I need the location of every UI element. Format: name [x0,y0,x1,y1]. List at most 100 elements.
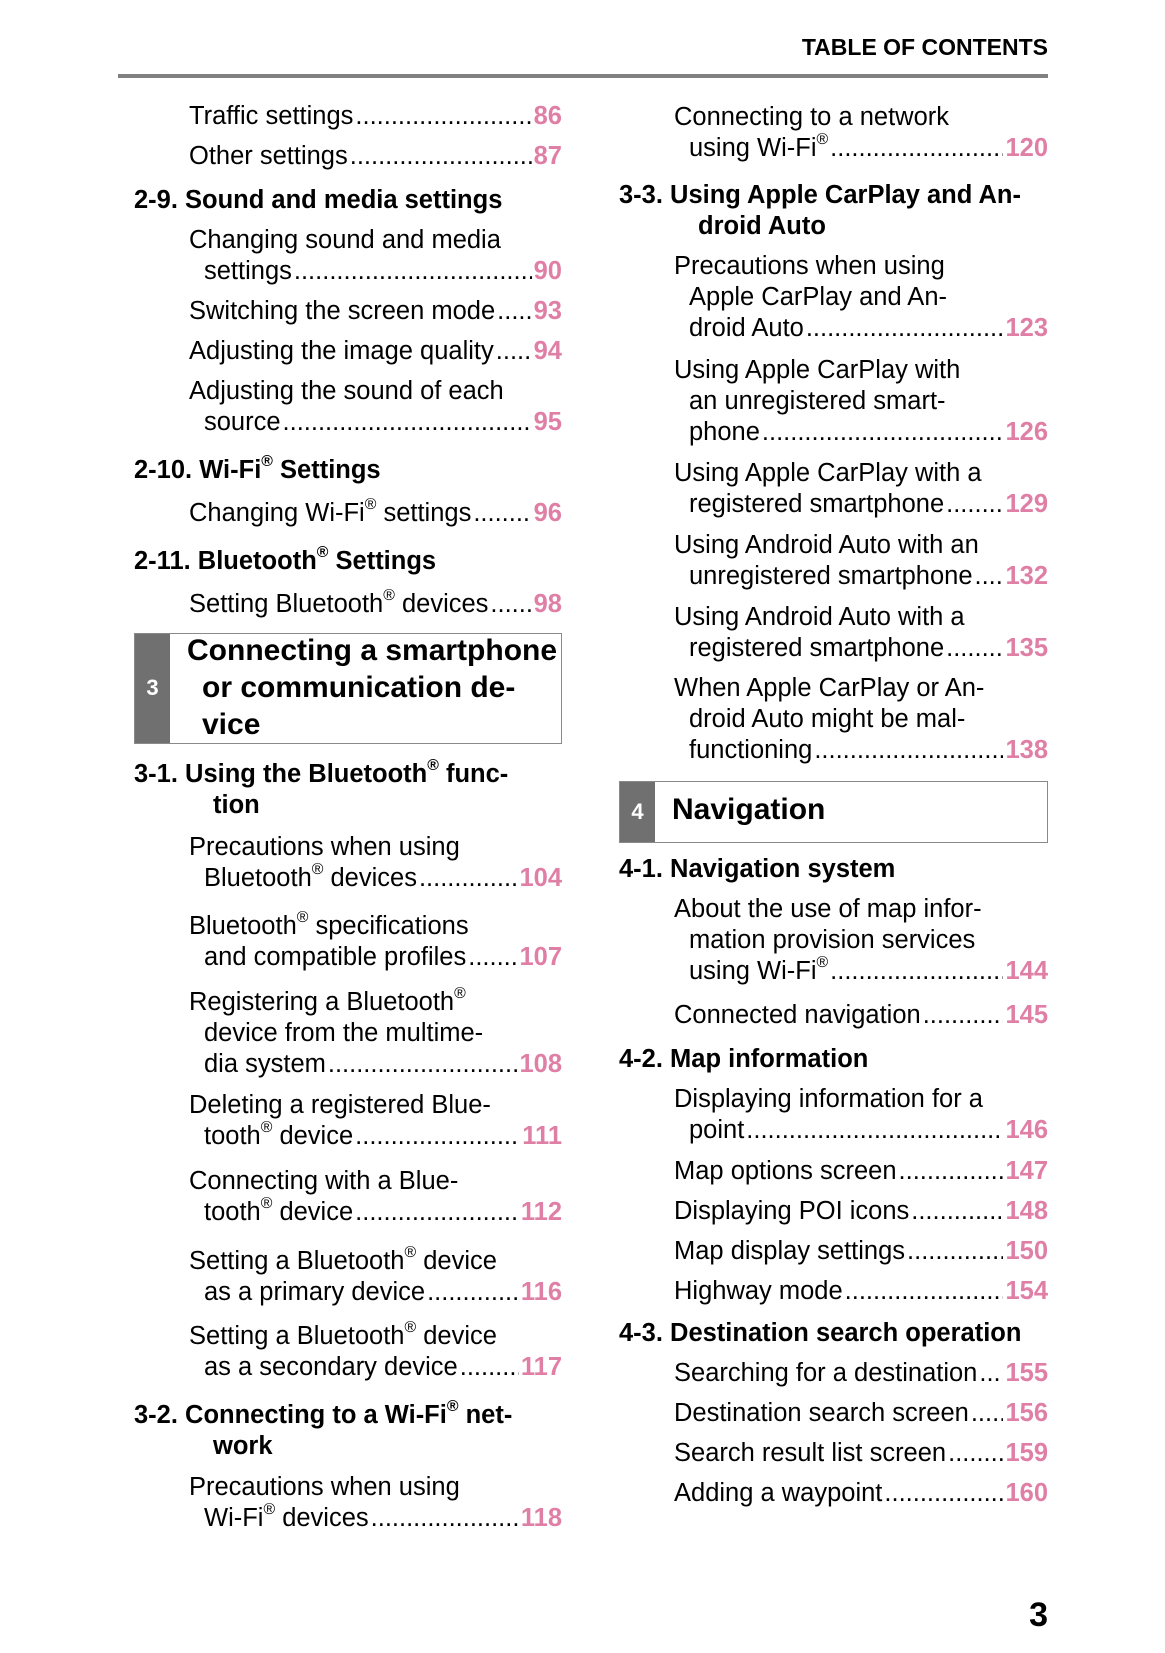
dot-leader [350,141,532,172]
toc-entry[interactable]: Search result list screen 159 [674,1438,1048,1469]
page-link[interactable]: 94 [533,336,562,365]
page-link[interactable]: 148 [1005,1196,1048,1225]
page-link[interactable]: 96 [533,499,562,528]
toc-entry[interactable]: Precautions when using Bluetooth® devices… [189,832,562,894]
dot-leader [884,1478,1003,1509]
toc-entry[interactable]: Using Android Auto with an unregistered s… [674,530,1048,592]
page-link[interactable]: 111 [522,1122,562,1151]
page-link[interactable]: 112 [520,1198,562,1227]
entry-text: registered smartphone [689,633,945,662]
toc-heading: 2-10. Wi-Fi® Settings [134,453,562,486]
section-box-4[interactable]: 4 Navigation [619,780,1048,843]
page-link[interactable]: 146 [1005,1115,1048,1144]
dot-leader [979,1358,1003,1389]
page-link[interactable]: 116 [520,1278,562,1307]
page-link[interactable]: 150 [1005,1236,1048,1265]
page-link[interactable]: 104 [519,863,562,892]
page-link[interactable]: 138 [1005,736,1048,765]
entry-text: Map display settings [674,1236,906,1265]
page-link[interactable]: 108 [519,1049,562,1078]
entry-text: Setting Bluetooth® devices [189,587,489,618]
page-link[interactable]: 132 [1005,561,1048,590]
dot-leader [473,498,531,529]
toc-entry[interactable]: Using Apple CarPlay with an unregistered … [674,355,1048,448]
dot-leader [923,1000,1004,1031]
section-number-tab: 3 [135,634,170,743]
toc-entry[interactable]: Searching for a destination 155 [674,1358,1048,1389]
toc-entry[interactable]: Changing Wi-Fi® settings 96 [189,497,562,529]
page-link[interactable]: 120 [1005,133,1048,162]
toc-entry[interactable]: Using Apple CarPlay with a registered sma… [674,458,1048,520]
page-link[interactable]: 87 [533,141,562,170]
entry-text: 2-10. Wi-Fi® Settings [134,453,381,485]
page-link[interactable]: 126 [1005,417,1048,446]
entry-text: mation provision services [689,925,976,954]
entry-text: 2-9. Sound and media settings [134,185,503,214]
page-link[interactable]: 90 [533,257,562,286]
toc-entry[interactable]: Displaying POI icons 148 [674,1196,1048,1227]
page-link[interactable]: 93 [533,296,562,325]
entry-text: Wi-Fi® devices [204,1501,369,1533]
page-link[interactable]: 118 [520,1504,562,1533]
toc-entry[interactable]: Map display settings 150 [674,1236,1048,1267]
entry-text: Using Apple CarPlay with a [674,459,982,488]
entry-text: registered smartphone [689,490,945,519]
entry-text: tooth® device [204,1195,354,1227]
page-link[interactable]: 135 [1005,633,1048,662]
toc-entry[interactable]: Traffic settings 86 [189,101,562,132]
toc-entry[interactable]: Adding a waypoint 160 [674,1478,1048,1509]
page-link[interactable]: 159 [1005,1439,1048,1468]
dot-leader [762,417,1004,448]
toc-entry[interactable]: Setting a Bluetooth® device as a secondar… [189,1320,562,1383]
page-link[interactable]: 147 [1005,1156,1048,1185]
page-link[interactable]: 117 [520,1353,562,1382]
entry-text: Changing sound and media [189,226,501,255]
entry-text: source [204,407,281,436]
toc-entry[interactable]: Registering a Bluetooth® device from the … [189,986,562,1080]
entry-text: droid Auto [689,314,804,343]
toc-entry[interactable]: Setting a Bluetooth® device as a primary … [189,1245,562,1308]
toc-entry[interactable]: Switching the screen mode 93 [189,296,562,327]
entry-text: Precautions when using [674,252,945,281]
page-link[interactable]: 154 [1005,1276,1048,1305]
page-link[interactable]: 160 [1005,1479,1048,1508]
page-link[interactable]: 98 [533,590,562,618]
toc-entry[interactable]: About the use of map infor-mation provis… [674,894,1048,987]
page-link[interactable]: 107 [519,942,562,971]
section-box-3[interactable]: 3 Connecting a smartphone or communication… [134,633,562,744]
page-link[interactable]: 123 [1005,314,1048,343]
toc-entry[interactable]: Destination search screen 156 [674,1398,1048,1429]
entry-text: as a primary device [204,1278,426,1307]
page-link[interactable]: 144 [1005,956,1048,985]
toc-entry[interactable]: Setting Bluetooth® devices 98 [189,587,562,620]
toc-entry[interactable]: Other settings 87 [189,141,562,172]
page-link[interactable]: 129 [1005,490,1048,519]
toc-entry[interactable]: Precautions when using Apple CarPlay and … [674,251,1048,344]
toc-entry[interactable]: Highway mode 154 [674,1276,1048,1307]
page-link[interactable]: 155 [1005,1359,1048,1388]
toc-entry[interactable]: Connecting with a Blue-tooth® device 112 [189,1166,562,1228]
toc-entry[interactable]: Bluetooth® specifications and compatible … [189,910,562,973]
dot-leader [294,256,532,287]
entry-text: unregistered smartphone [689,561,973,590]
dot-leader [328,1049,518,1080]
toc-entry[interactable]: Adjusting the image quality 94 [189,336,562,367]
section-title: Navigation [672,793,826,827]
toc-entry[interactable]: Map options screen 147 [674,1156,1048,1187]
page-link[interactable]: 86 [533,101,562,130]
toc-entry[interactable]: Deleting a registered Blue-tooth® device… [189,1090,562,1152]
toc-entry[interactable]: Using Android Auto with a registered smar… [674,602,1048,664]
toc-heading: 4-3. Destination search operation [619,1318,1048,1349]
page-link[interactable]: 145 [1005,1001,1048,1030]
entry-text: Connecting to a network [674,102,949,131]
toc-entry[interactable]: When Apple CarPlay or An-droid Auto migh… [674,673,1048,766]
dot-leader [907,1236,1003,1267]
page-link[interactable]: 95 [533,407,562,436]
page-link[interactable]: 156 [1005,1399,1048,1428]
toc-entry[interactable]: Connected navigation 145 [674,1000,1048,1031]
